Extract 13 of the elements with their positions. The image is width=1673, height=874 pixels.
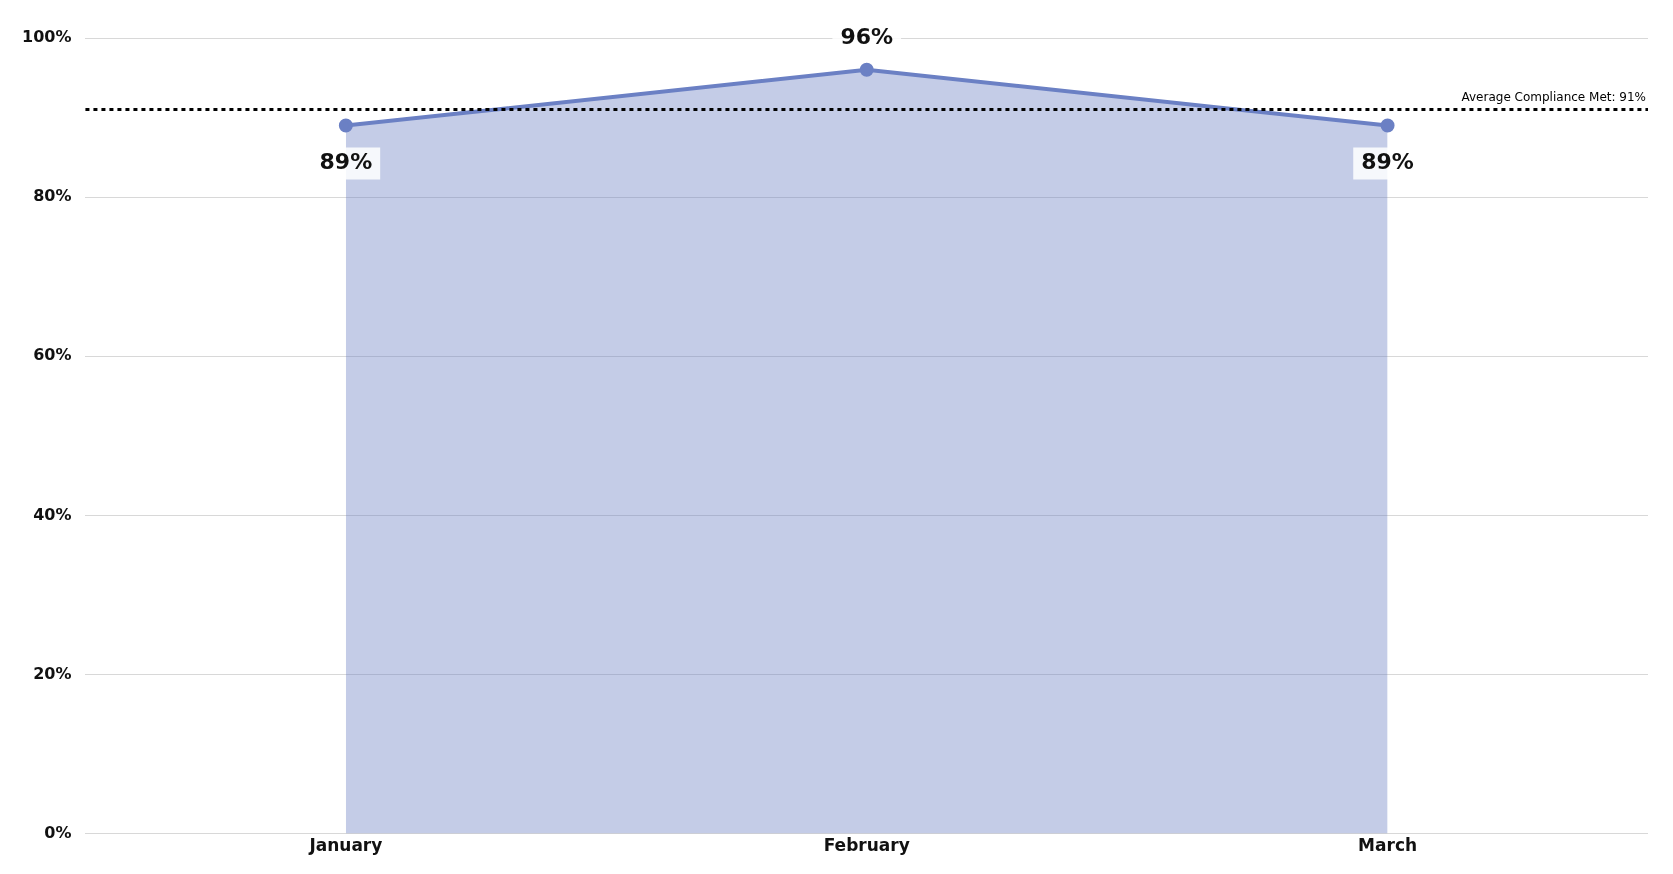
y-tick-label: 80% — [33, 186, 72, 206]
ref-line-label: Average Compliance Met: 91% — [1461, 89, 1646, 104]
data-label: 96% — [840, 23, 894, 49]
y-tick-label: 60% — [33, 345, 72, 365]
y-tick-label: 20% — [33, 663, 72, 683]
y-tick-label: 100% — [21, 27, 72, 47]
x-tick-label: February — [823, 835, 910, 856]
data-label: 89% — [319, 149, 373, 175]
x-tick-label: March — [1358, 835, 1418, 856]
y-tick-label: 40% — [33, 504, 72, 524]
data-label: 89% — [1361, 149, 1414, 175]
y-tick-label: 0% — [44, 822, 72, 842]
x-tick-label: January — [308, 835, 383, 856]
